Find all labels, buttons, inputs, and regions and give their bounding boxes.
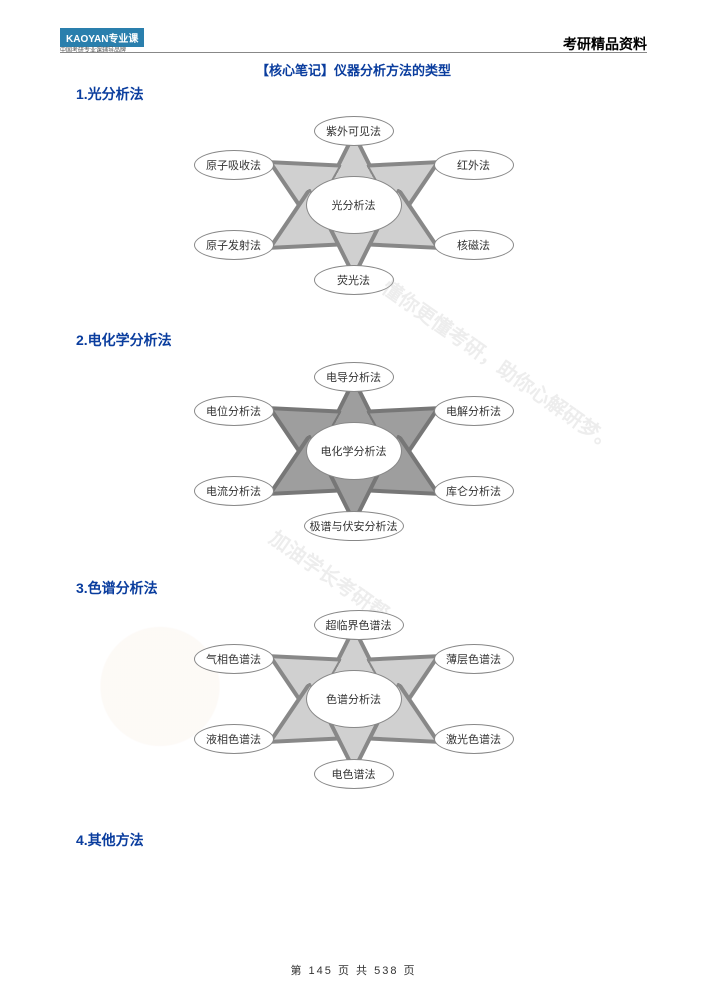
node-d2-top: 电导分析法 <box>314 362 394 392</box>
logo-text: KAOYAN专业课 <box>66 34 138 45</box>
node-label: 库仑分析法 <box>446 483 501 499</box>
node-d1-top: 紫外可见法 <box>314 116 394 146</box>
node-label: 超临界色谱法 <box>326 617 392 633</box>
footer-current: 145 <box>309 965 333 977</box>
node-d2-bottom: 极谱与伏安分析法 <box>304 511 404 541</box>
node-label: 红外法 <box>457 157 490 173</box>
node-label: 电流分析法 <box>206 483 261 499</box>
header-divider <box>60 52 647 53</box>
section-heading-2: 2.电化学分析法 <box>76 330 172 350</box>
page-footer: 第 145 页 共 538 页 <box>0 962 707 978</box>
node-label: 电位分析法 <box>206 403 261 419</box>
node-label: 原子吸收法 <box>206 157 261 173</box>
footer-suffix: 页 <box>404 965 417 977</box>
center-label-2: 电化学分析法 <box>321 443 387 459</box>
node-label: 薄层色谱法 <box>446 651 501 667</box>
header-right-text: 考研精品资料 <box>563 34 647 54</box>
document-page: KAOYAN专业课 中国考研专业课辅导品牌 考研精品资料 【核心笔记】仪器分析方… <box>0 0 707 1000</box>
node-label: 液相色谱法 <box>206 731 261 747</box>
center-node-3: 色谱分析法 <box>306 670 402 728</box>
node-d3-bl: 液相色谱法 <box>194 724 274 754</box>
footer-total: 538 <box>374 965 398 977</box>
section-heading-3: 3.色谱分析法 <box>76 578 158 598</box>
page-title: 【核心笔记】仪器分析方法的类型 <box>0 60 707 79</box>
center-node-1: 光分析法 <box>306 176 402 234</box>
node-label: 气相色谱法 <box>206 651 261 667</box>
node-label: 紫外可见法 <box>326 123 381 139</box>
node-d3-bottom: 电色谱法 <box>314 759 394 789</box>
diagram-1: 光分析法 紫外可见法 原子吸收法 红外法 原子发射法 核磁法 荧光法 <box>164 110 544 300</box>
center-node-2: 电化学分析法 <box>306 422 402 480</box>
section-heading-1: 1.光分析法 <box>76 84 144 104</box>
footer-mid: 页 共 <box>338 965 369 977</box>
node-d2-bl: 电流分析法 <box>194 476 274 506</box>
node-d2-br: 库仑分析法 <box>434 476 514 506</box>
section-heading-4: 4.其他方法 <box>76 830 144 850</box>
center-label-3: 色谱分析法 <box>326 691 381 707</box>
node-label: 荧光法 <box>337 272 370 288</box>
node-d3-br: 激光色谱法 <box>434 724 514 754</box>
node-label: 电色谱法 <box>332 766 376 782</box>
node-label: 电解分析法 <box>446 403 501 419</box>
node-d1-br: 核磁法 <box>434 230 514 260</box>
node-d3-tl: 气相色谱法 <box>194 644 274 674</box>
center-label-1: 光分析法 <box>332 197 376 213</box>
node-d1-tr: 红外法 <box>434 150 514 180</box>
node-label: 核磁法 <box>457 237 490 253</box>
diagram-2: 电化学分析法 电导分析法 电位分析法 电解分析法 电流分析法 库仑分析法 极谱与… <box>164 356 544 546</box>
node-d2-tr: 电解分析法 <box>434 396 514 426</box>
node-d3-tr: 薄层色谱法 <box>434 644 514 674</box>
node-d1-tl: 原子吸收法 <box>194 150 274 180</box>
node-label: 原子发射法 <box>206 237 261 253</box>
node-label: 激光色谱法 <box>446 731 501 747</box>
node-label: 极谱与伏安分析法 <box>310 518 398 534</box>
node-label: 电导分析法 <box>326 369 381 385</box>
footer-prefix: 第 <box>290 965 303 977</box>
diagram-3: 色谱分析法 超临界色谱法 气相色谱法 薄层色谱法 液相色谱法 激光色谱法 电色谱… <box>164 604 544 794</box>
node-d1-bl: 原子发射法 <box>194 230 274 260</box>
node-d2-tl: 电位分析法 <box>194 396 274 426</box>
node-d3-top: 超临界色谱法 <box>314 610 404 640</box>
